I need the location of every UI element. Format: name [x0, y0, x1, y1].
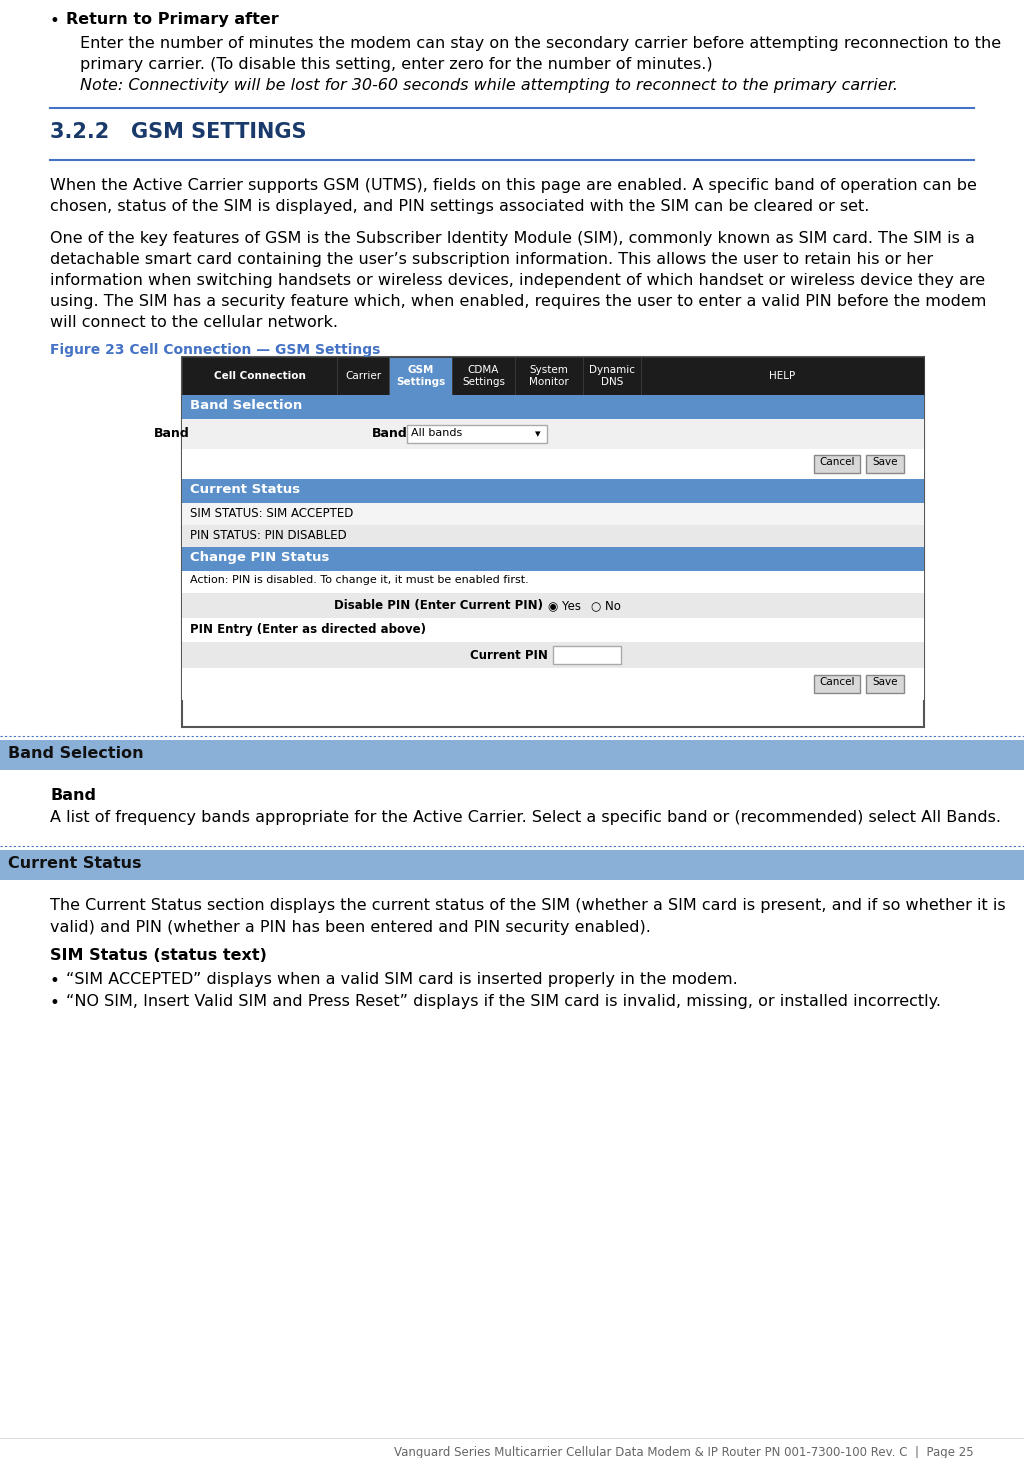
Text: System
Monitor: System Monitor — [529, 364, 569, 386]
Bar — [866, 455, 904, 472]
Text: A list of frequency bands appropriate for the Active Carrier. Select a specific : A list of frequency bands appropriate fo… — [50, 811, 1001, 825]
Text: The Current Status section displays the current status of the SIM (whether a SIM: The Current Status section displays the … — [50, 898, 1006, 913]
Bar — [182, 547, 924, 572]
Text: Action: PIN is disabled. To change it, it must be enabled first.: Action: PIN is disabled. To change it, i… — [190, 574, 528, 585]
Bar — [553, 646, 621, 663]
Text: All bands: All bands — [411, 429, 462, 437]
Text: will connect to the cellular network.: will connect to the cellular network. — [50, 315, 338, 330]
Text: chosen, status of the SIM is displayed, and PIN settings associated with the SIM: chosen, status of the SIM is displayed, … — [50, 198, 869, 214]
Text: •: • — [50, 972, 59, 990]
Text: ◉ Yes: ◉ Yes — [548, 599, 581, 612]
Bar — [182, 395, 924, 418]
Text: HELP: HELP — [769, 370, 796, 381]
Text: ○ No: ○ No — [591, 599, 621, 612]
Bar — [182, 449, 924, 480]
Text: Current Status: Current Status — [190, 483, 300, 496]
Text: SIM STATUS: SIM ACCEPTED: SIM STATUS: SIM ACCEPTED — [190, 507, 353, 521]
Bar — [389, 357, 452, 395]
Text: •: • — [50, 12, 59, 31]
Bar — [182, 618, 924, 642]
Text: PIN STATUS: PIN DISABLED: PIN STATUS: PIN DISABLED — [190, 529, 347, 542]
Text: Band Selection: Band Selection — [190, 399, 302, 413]
Bar — [182, 642, 924, 668]
Text: When the Active Carrier supports GSM (UTMS), fields on this page are enabled. A : When the Active Carrier supports GSM (UT… — [50, 178, 977, 192]
Text: Band: Band — [50, 787, 96, 803]
Text: Save: Save — [872, 677, 898, 687]
Bar — [182, 572, 924, 593]
Bar — [0, 850, 1024, 881]
Text: PIN Entry (Enter as directed above): PIN Entry (Enter as directed above) — [190, 623, 426, 636]
Bar — [583, 357, 641, 395]
Text: “NO SIM, Insert Valid SIM and Press Reset” displays if the SIM card is invalid, : “NO SIM, Insert Valid SIM and Press Rese… — [66, 994, 941, 1009]
Text: Band: Band — [155, 427, 190, 440]
Text: Return to Primary after: Return to Primary after — [66, 12, 279, 28]
Bar — [515, 357, 583, 395]
Bar — [407, 424, 547, 443]
Bar — [866, 675, 904, 693]
Text: Cell Connection: Cell Connection — [214, 370, 305, 381]
Text: Figure 23 Cell Connection — GSM Settings: Figure 23 Cell Connection — GSM Settings — [50, 343, 380, 357]
Bar — [814, 455, 860, 472]
Text: detachable smart card containing the user’s subscription information. This allow: detachable smart card containing the use… — [50, 252, 933, 267]
Bar — [0, 741, 1024, 770]
Text: Current PIN: Current PIN — [470, 649, 548, 662]
Text: GSM
Settings: GSM Settings — [396, 364, 445, 386]
Bar — [641, 357, 924, 395]
Text: Dynamic
DNS: Dynamic DNS — [589, 364, 635, 386]
Bar — [182, 357, 337, 395]
Text: Band Selection: Band Selection — [8, 746, 143, 761]
Text: “SIM ACCEPTED” displays when a valid SIM card is inserted properly in the modem.: “SIM ACCEPTED” displays when a valid SIM… — [66, 972, 737, 987]
Bar — [0, 114, 1024, 166]
Text: Vanguard Series Multicarrier Cellular Data Modem & IP Router PN 001-7300-100 Rev: Vanguard Series Multicarrier Cellular Da… — [394, 1446, 974, 1458]
Text: ▾: ▾ — [535, 429, 541, 439]
Text: Cancel: Cancel — [819, 677, 855, 687]
Text: SIM Status (status text): SIM Status (status text) — [50, 948, 267, 962]
Bar — [814, 675, 860, 693]
Text: Note: Connectivity will be lost for 30-60 seconds while attempting to reconnect : Note: Connectivity will be lost for 30-6… — [80, 77, 898, 93]
Bar — [182, 593, 924, 618]
Text: Carrier: Carrier — [345, 370, 381, 381]
Bar — [182, 357, 924, 728]
Text: CDMA
Settings: CDMA Settings — [462, 364, 505, 386]
Bar — [182, 668, 924, 700]
Text: information when switching handsets or wireless devices, independent of which ha: information when switching handsets or w… — [50, 273, 985, 289]
Text: Save: Save — [872, 456, 898, 467]
Text: Change PIN Status: Change PIN Status — [190, 551, 330, 564]
Text: Current Status: Current Status — [8, 856, 141, 870]
Text: One of the key features of GSM is the Subscriber Identity Module (SIM), commonly: One of the key features of GSM is the Su… — [50, 230, 975, 246]
Bar — [182, 480, 924, 503]
Text: primary carrier. (To disable this setting, enter zero for the number of minutes.: primary carrier. (To disable this settin… — [80, 57, 713, 71]
Text: Disable PIN (Enter Current PIN): Disable PIN (Enter Current PIN) — [334, 599, 543, 612]
Bar — [337, 357, 389, 395]
Text: Band: Band — [372, 427, 408, 440]
Text: 3.2.2   GSM SETTINGS: 3.2.2 GSM SETTINGS — [50, 122, 306, 141]
Bar — [182, 503, 924, 525]
Bar — [182, 418, 924, 449]
Text: •: • — [50, 994, 59, 1012]
Bar — [452, 357, 515, 395]
Text: Enter the number of minutes the modem can stay on the secondary carrier before a: Enter the number of minutes the modem ca… — [80, 36, 1001, 51]
Text: Cancel: Cancel — [819, 456, 855, 467]
Text: using. The SIM has a security feature which, when enabled, requires the user to : using. The SIM has a security feature wh… — [50, 295, 986, 309]
Bar — [182, 357, 924, 395]
Bar — [182, 525, 924, 547]
Text: valid) and PIN (whether a PIN has been entered and PIN security enabled).: valid) and PIN (whether a PIN has been e… — [50, 920, 651, 935]
